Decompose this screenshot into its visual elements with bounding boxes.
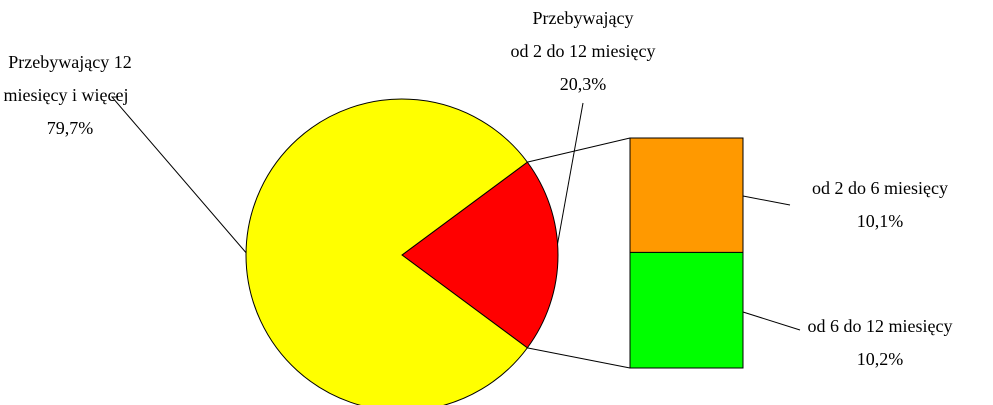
slice-value-label: 20,3% — [560, 74, 607, 94]
pie-slice — [401, 161, 559, 349]
bar-value-label: 10,1% — [857, 211, 904, 231]
leader-line — [742, 311, 801, 331]
slice-label: Przebywający 12 — [8, 52, 131, 72]
slice-label: Przebywający — [533, 8, 634, 28]
slice-value-label: 79,7% — [47, 118, 94, 138]
leader-line — [742, 195, 791, 206]
connector-line — [527, 137, 631, 163]
slice-label: miesięcy i więcej — [4, 85, 129, 105]
slice-label: od 2 do 12 miesięcy — [511, 41, 656, 61]
pie-slice — [245, 98, 529, 405]
bar-segment — [629, 251, 744, 369]
bar-label: od 6 do 12 miesięcy — [808, 316, 953, 336]
bar-segment — [629, 137, 744, 253]
marks — [245, 98, 744, 405]
bar-label: od 2 do 6 miesięcy — [812, 178, 948, 198]
leader-line — [554, 102, 584, 259]
connector-line — [527, 347, 631, 369]
leader-line — [110, 96, 249, 256]
bar-value-label: 10,2% — [857, 349, 904, 369]
